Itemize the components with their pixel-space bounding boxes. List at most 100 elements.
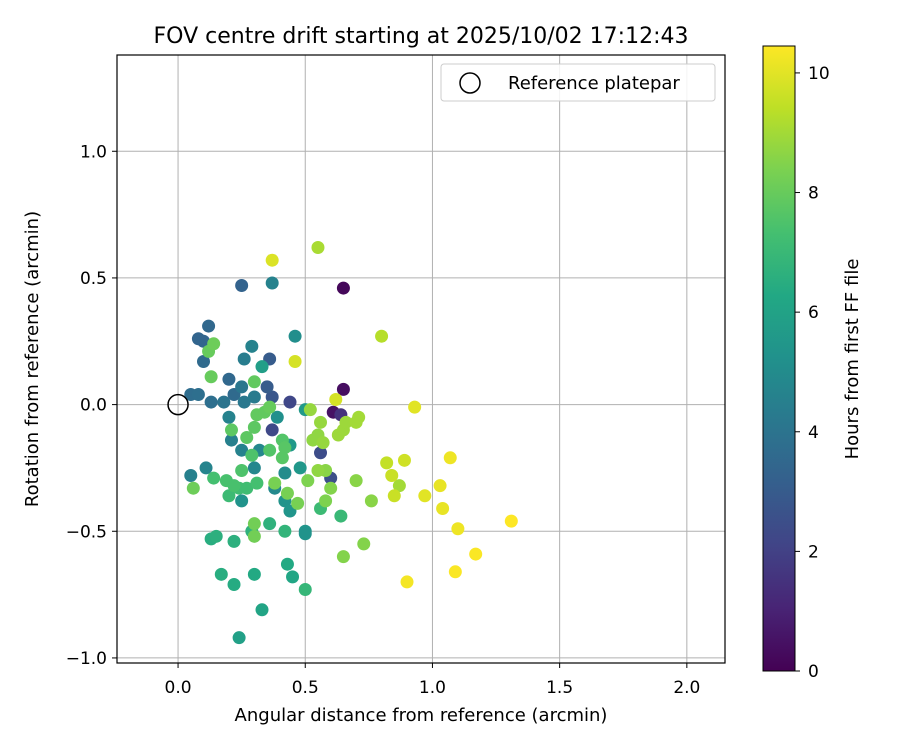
data-point bbox=[443, 451, 457, 465]
colorbar-tick-label: 10 bbox=[808, 64, 830, 84]
data-point bbox=[247, 390, 261, 404]
colorbar-tick-label: 2 bbox=[808, 542, 819, 562]
data-point bbox=[235, 463, 249, 477]
x-axis: 0.0 0.5 1.0 1.5 2.0 bbox=[165, 663, 700, 698]
data-point bbox=[451, 522, 465, 536]
data-point bbox=[227, 534, 241, 548]
data-point bbox=[375, 329, 389, 343]
colorbar-tick-label: 4 bbox=[808, 423, 819, 443]
data-point bbox=[293, 461, 307, 475]
data-point bbox=[298, 583, 312, 597]
data-point bbox=[418, 489, 432, 503]
data-point bbox=[336, 281, 350, 295]
data-point bbox=[204, 370, 218, 384]
y-tick-label: −1.0 bbox=[66, 649, 107, 669]
data-point bbox=[235, 443, 249, 457]
data-point bbox=[469, 547, 483, 561]
x-tick-label: 0.5 bbox=[292, 678, 319, 698]
data-point bbox=[392, 479, 406, 493]
data-point bbox=[329, 393, 343, 407]
data-point bbox=[278, 524, 292, 538]
data-point bbox=[255, 360, 269, 374]
colorbar-tick-label: 8 bbox=[808, 184, 819, 204]
data-point bbox=[263, 443, 277, 457]
data-point bbox=[240, 481, 254, 495]
data-point bbox=[227, 577, 241, 591]
data-point bbox=[263, 517, 277, 531]
data-point bbox=[247, 375, 261, 389]
data-point bbox=[245, 339, 259, 353]
data-point bbox=[237, 352, 251, 366]
data-point bbox=[265, 423, 279, 437]
data-point bbox=[222, 410, 236, 424]
data-point bbox=[247, 529, 261, 543]
data-point bbox=[397, 453, 411, 467]
reference-platepar-marker bbox=[167, 393, 189, 416]
reference-marker-layer bbox=[167, 393, 189, 416]
data-point bbox=[247, 567, 261, 581]
plot-frame bbox=[116, 54, 726, 664]
data-points bbox=[184, 241, 518, 645]
data-point bbox=[260, 380, 274, 394]
data-point bbox=[224, 423, 238, 437]
data-point bbox=[222, 489, 236, 503]
data-point bbox=[339, 415, 353, 429]
data-point bbox=[191, 387, 205, 401]
data-point bbox=[280, 557, 294, 571]
data-point bbox=[400, 575, 414, 589]
colorbar-label: Hours from first FF file bbox=[842, 259, 863, 460]
data-point bbox=[237, 395, 251, 409]
y-tick-label: 0.5 bbox=[80, 269, 107, 289]
x-tick-label: 0.0 bbox=[165, 678, 192, 698]
data-point bbox=[265, 390, 279, 404]
colorbar-tick-label: 6 bbox=[808, 303, 819, 323]
data-point bbox=[222, 372, 236, 386]
data-point bbox=[301, 474, 315, 488]
data-point bbox=[436, 501, 450, 515]
data-point bbox=[217, 395, 231, 409]
data-point bbox=[227, 479, 241, 493]
colorbar-tick-label: 0 bbox=[808, 662, 819, 682]
data-point bbox=[288, 355, 302, 369]
data-point bbox=[280, 486, 294, 500]
data-point bbox=[196, 355, 210, 369]
data-point bbox=[214, 567, 228, 581]
data-point bbox=[250, 476, 264, 490]
data-point bbox=[224, 433, 238, 447]
y-axis-label: Rotation from reference (arcmin) bbox=[22, 211, 43, 507]
data-point bbox=[199, 461, 213, 475]
data-point bbox=[504, 514, 518, 528]
data-point bbox=[298, 527, 312, 541]
x-tick-label: 1.0 bbox=[419, 678, 446, 698]
data-point bbox=[311, 463, 325, 477]
data-point bbox=[265, 276, 279, 290]
data-point bbox=[240, 431, 254, 445]
data-point bbox=[364, 494, 378, 508]
y-tick-label: −0.5 bbox=[66, 522, 107, 542]
data-point bbox=[316, 436, 330, 450]
data-point bbox=[245, 448, 259, 462]
data-point bbox=[263, 400, 277, 414]
data-point bbox=[433, 479, 447, 493]
legend-label: Reference platepar bbox=[508, 73, 680, 94]
data-point bbox=[288, 329, 302, 343]
data-point bbox=[247, 461, 261, 475]
data-point bbox=[235, 279, 249, 293]
x-axis-label: Angular distance from reference (arcmin) bbox=[235, 705, 608, 726]
data-point bbox=[448, 565, 462, 579]
data-point bbox=[314, 415, 328, 429]
data-point bbox=[255, 603, 269, 617]
data-point bbox=[283, 395, 297, 409]
data-point bbox=[286, 570, 300, 584]
data-point bbox=[314, 446, 328, 460]
data-point bbox=[235, 494, 249, 508]
chart-title: FOV centre drift starting at 2025/10/02 … bbox=[154, 24, 689, 49]
data-point bbox=[268, 476, 282, 490]
data-point bbox=[275, 451, 289, 465]
data-point bbox=[278, 466, 292, 480]
data-point bbox=[385, 469, 399, 483]
legend: Reference platepar bbox=[440, 63, 716, 102]
data-point bbox=[336, 382, 350, 396]
colorbar bbox=[762, 45, 796, 672]
